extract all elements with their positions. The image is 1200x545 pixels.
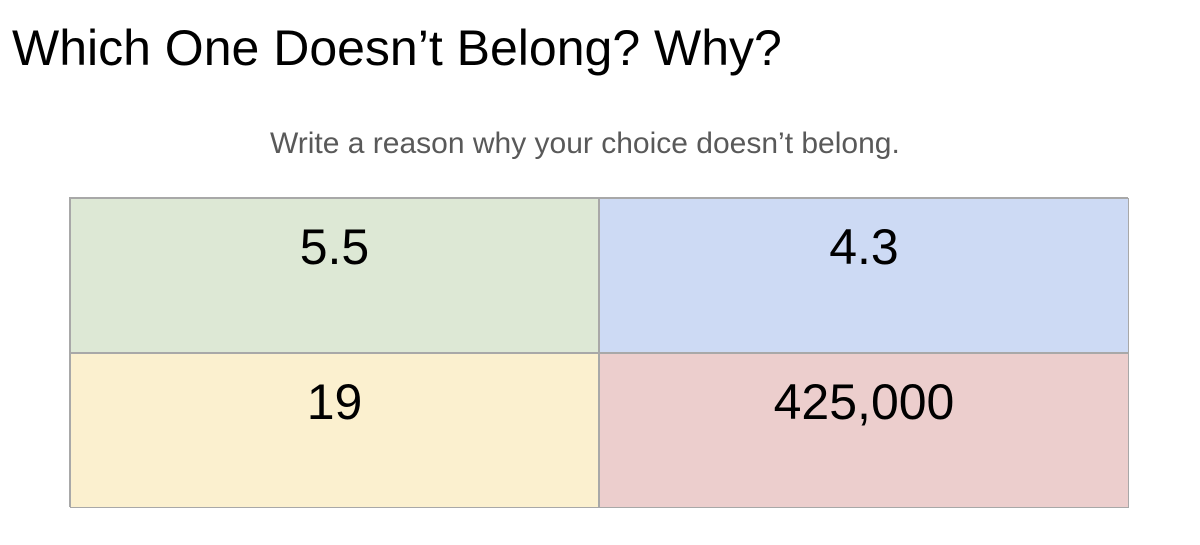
choice-cell-top-left[interactable]: 5.5	[70, 198, 599, 353]
choice-value: 5.5	[299, 219, 370, 275]
choice-value: 4.3	[829, 219, 899, 275]
choice-cell-top-right[interactable]: 4.3	[599, 198, 1129, 353]
choice-value: 425,000	[773, 374, 955, 430]
page-title: Which One Doesn’t Belong? Why?	[12, 20, 782, 76]
choice-cell-bottom-left[interactable]: 19	[70, 353, 599, 508]
choice-cell-bottom-right[interactable]: 425,000	[599, 353, 1129, 508]
choice-value: 19	[306, 374, 363, 430]
instructions-text: Write a reason why your choice doesn’t b…	[270, 127, 900, 160]
choices-grid: 5.5 4.3 19 425,000	[69, 197, 1129, 508]
